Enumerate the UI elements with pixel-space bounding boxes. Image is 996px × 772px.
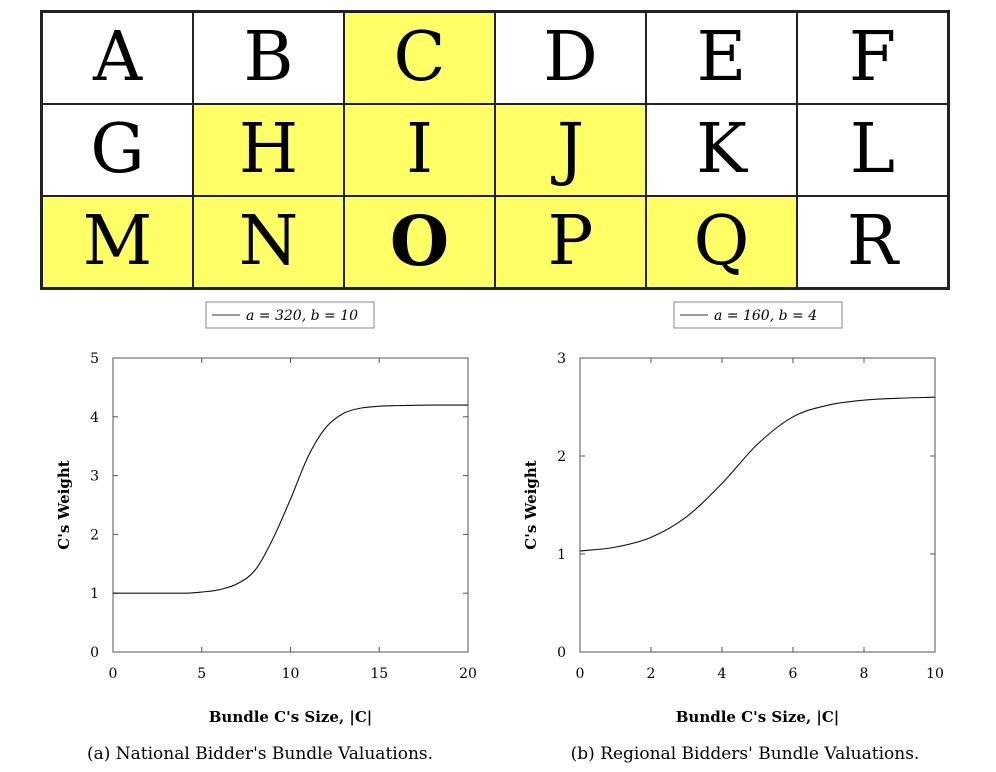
grid-cell-k: K — [646, 104, 797, 196]
x-tick-label: 6 — [789, 666, 798, 682]
y-tick-label: 3 — [557, 351, 566, 367]
grid-cell-g: G — [42, 104, 193, 196]
y-tick-label: 2 — [90, 527, 99, 543]
grid-cell-m: M — [42, 196, 193, 288]
grid-cell-a: A — [42, 12, 193, 104]
y-tick-label: 3 — [90, 469, 99, 485]
grid-cell-f: F — [797, 12, 948, 104]
chart-regional: a = 160, b = 4 0 2 4 6 8 10 0 1 2 3 Bundle C's Size… — [522, 301, 944, 726]
y-tick-label: 2 — [557, 449, 566, 465]
caption-b: (b) Regional Bidders' Bundle Valuations. — [570, 744, 920, 764]
chart-national: a = 320, b = 10 0 5 10 15 20 0 1 2 3 4 5 Bundle C's … — [55, 301, 477, 726]
grid-cell-b: B — [193, 12, 344, 104]
grid-cell-h: H — [193, 104, 344, 196]
x-tick-label: 2 — [647, 666, 656, 682]
x-tick-label: 10 — [926, 666, 944, 682]
x-tick-label: 10 — [282, 666, 300, 682]
grid-cell-q: Q — [646, 196, 797, 288]
y-tick-label: 1 — [557, 547, 566, 563]
grid-cell-n: N — [193, 196, 344, 288]
legend-label: a = 160, b = 4 — [714, 308, 817, 324]
caption-a: (a) National Bidder's Bundle Valuations. — [86, 744, 434, 764]
y-tick-label: 0 — [557, 645, 566, 661]
x-tick-label: 8 — [860, 666, 869, 682]
y-tick-label: 5 — [90, 351, 99, 367]
x-tick-label: 20 — [459, 666, 477, 682]
x-axis-label: Bundle C's Size, |C| — [676, 708, 840, 726]
x-tick-label: 5 — [197, 666, 206, 682]
series-line — [113, 404, 468, 594]
x-tick-label: 15 — [370, 666, 388, 682]
x-tick-label: 0 — [576, 666, 585, 682]
plot-frame — [112, 357, 469, 653]
plot-frame — [579, 357, 936, 653]
grid-cell-r: R — [797, 196, 948, 288]
grid-cell-p: P — [495, 196, 646, 288]
y-tick-label: 1 — [90, 586, 99, 602]
grid-cell-l: L — [797, 104, 948, 196]
legend-label: a = 320, b = 10 — [246, 308, 358, 324]
x-tick-label: 0 — [109, 666, 118, 682]
y-tick-label: 0 — [90, 645, 99, 661]
legend-box — [673, 301, 843, 329]
grid-cell-o: O — [344, 196, 495, 288]
series-line — [579, 396, 936, 552]
grid-cell-e: E — [646, 12, 797, 104]
grid-cell-i: I — [344, 104, 495, 196]
grid-cell-j: J — [495, 104, 646, 196]
grid-cell-c: C — [344, 12, 495, 104]
x-axis-label: Bundle C's Size, |C| — [209, 708, 373, 726]
y-axis-label: C's Weight — [55, 460, 73, 549]
y-tick-label: 4 — [90, 410, 99, 426]
grid-cell-d: D — [495, 12, 646, 104]
x-tick-label: 4 — [718, 666, 727, 682]
y-axis-label: C's Weight — [522, 460, 540, 549]
